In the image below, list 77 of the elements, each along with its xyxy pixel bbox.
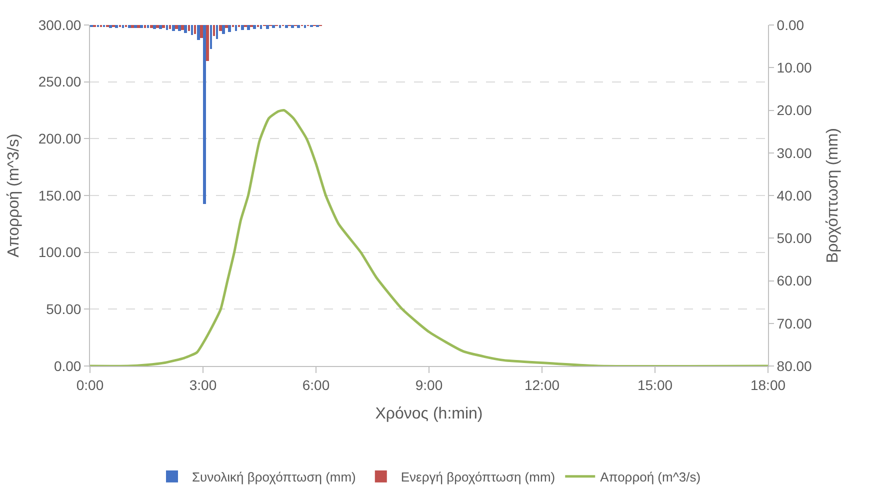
bar — [144, 25, 146, 28]
y2-tick-label: 50.00 — [776, 230, 812, 246]
bar — [181, 25, 184, 30]
bar — [115, 25, 118, 28]
y2-axis-title: Βροχόπτωση (mm) — [824, 128, 842, 264]
y2-tick-label: 0.00 — [776, 16, 804, 33]
bar — [291, 25, 294, 28]
bar — [162, 25, 165, 28]
bar — [188, 25, 190, 31]
y2-tick-label: 20.00 — [776, 102, 812, 118]
x-tick-label: 3:00 — [189, 376, 217, 393]
bar — [140, 25, 143, 28]
bar — [159, 25, 162, 29]
bar — [285, 25, 288, 28]
bar — [266, 25, 269, 29]
bar — [253, 25, 256, 29]
bar — [235, 25, 237, 31]
y2-tick-label: 60.00 — [776, 272, 812, 289]
bar — [194, 25, 196, 34]
bar — [210, 25, 212, 49]
bar — [213, 25, 215, 36]
x-tick-label: 9:00 — [415, 376, 443, 393]
bar — [122, 25, 124, 28]
bar — [222, 25, 225, 34]
x-tick-label: 15:00 — [637, 376, 673, 393]
x-tick-label: 18:00 — [750, 376, 786, 393]
bar — [169, 25, 171, 29]
bar — [128, 25, 131, 28]
bar — [203, 25, 206, 204]
y-tick-label: 300.00 — [38, 16, 82, 33]
y-tick-label: 50.00 — [46, 301, 82, 318]
bar — [109, 25, 112, 28]
legend-label: Συνολική βροχόπτωση (mm) — [192, 470, 356, 484]
y2-tick-label: 80.00 — [776, 358, 812, 374]
bar — [156, 25, 159, 28]
y2-tick-label: 30.00 — [776, 144, 812, 161]
y-tick-label: 200.00 — [38, 130, 82, 147]
bar — [260, 25, 262, 29]
legend-label: Ενεργή βροχόπτωση (mm) — [400, 470, 556, 484]
bar — [184, 25, 187, 33]
y-tick-label: 150.00 — [38, 187, 82, 204]
bar — [153, 25, 156, 29]
bar — [228, 25, 231, 32]
bar — [304, 25, 306, 28]
bar — [216, 25, 218, 39]
bar — [200, 25, 203, 38]
bar — [178, 25, 181, 31]
bar — [297, 25, 300, 28]
bar — [247, 25, 250, 30]
bar — [206, 25, 209, 61]
x-axis-title: Χρόνος (h:min) — [375, 406, 483, 422]
bar — [147, 25, 149, 28]
bar — [241, 25, 244, 30]
x-tick-label: 0:00 — [76, 376, 104, 393]
bar — [137, 25, 140, 28]
bar — [219, 25, 222, 31]
bar — [131, 25, 134, 28]
bar — [279, 25, 281, 28]
bar — [166, 25, 168, 30]
bar — [225, 25, 228, 28]
y-tick-label: 250.00 — [38, 74, 82, 90]
x-tick-label: 12:00 — [524, 376, 560, 393]
y-tick-label: 0.00 — [54, 358, 82, 374]
bar — [197, 25, 200, 40]
x-tick-label: 6:00 — [302, 376, 330, 393]
y2-tick-label: 10.00 — [776, 60, 812, 76]
y2-tick-label: 40.00 — [776, 187, 812, 204]
bar — [134, 25, 137, 28]
y-axis-title: Απορροή (m^3/s) — [5, 134, 22, 258]
y2-tick-label: 70.00 — [776, 315, 812, 332]
bar — [172, 25, 175, 31]
bar — [191, 25, 193, 35]
bar — [175, 25, 178, 29]
y-tick-label: 100.00 — [38, 244, 82, 260]
legend-label: Απορροή (m^3/s) — [600, 470, 701, 484]
bar — [272, 25, 275, 28]
bar — [150, 25, 153, 28]
